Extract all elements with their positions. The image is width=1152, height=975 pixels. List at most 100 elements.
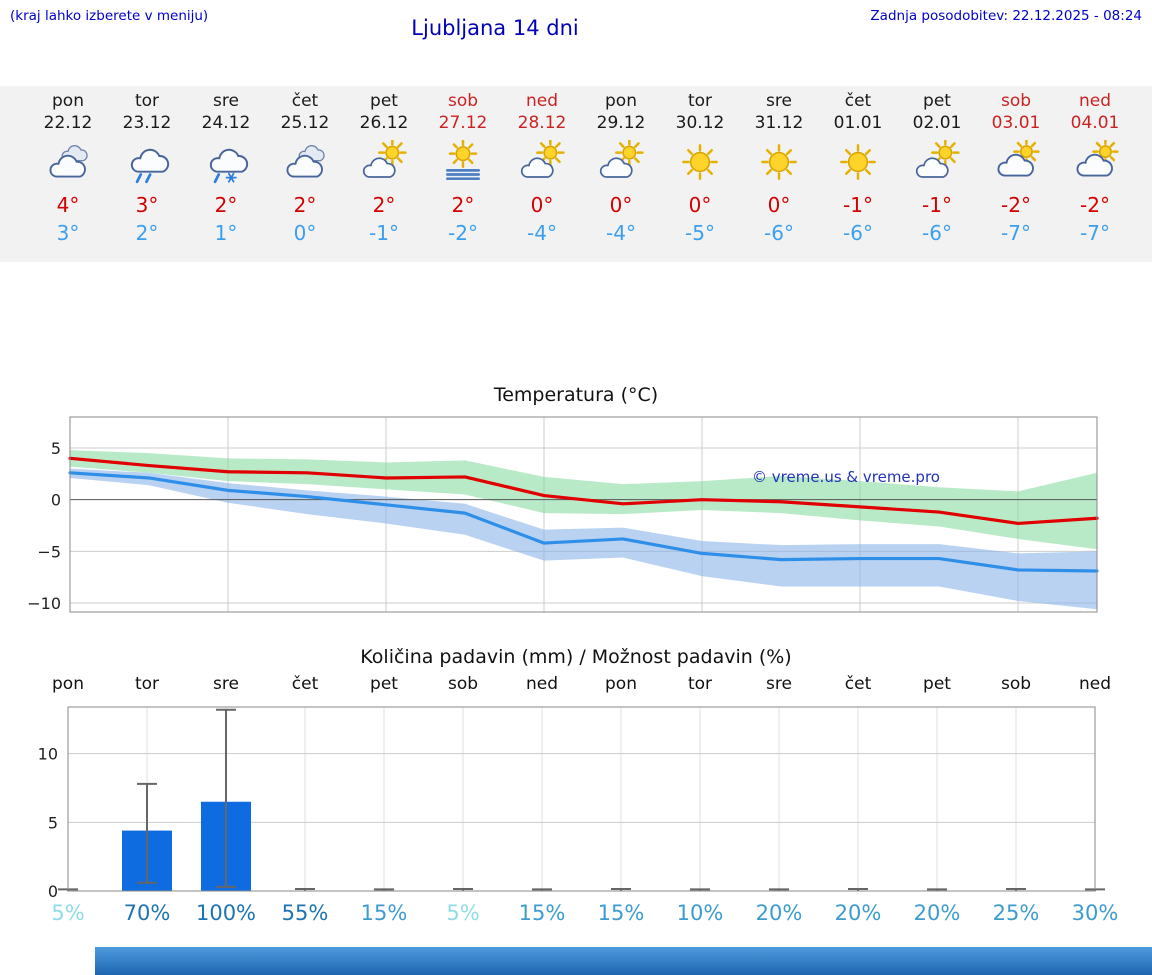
partly-cloudy-icon [1052, 133, 1138, 187]
svg-text:−10: −10 [27, 594, 61, 613]
precip-day-label: sre [766, 674, 792, 694]
precip-day-label: ned [525, 674, 559, 694]
precip-probability-label: 20% [913, 901, 961, 925]
sunny-icon [736, 133, 822, 187]
day-min-temp: -6° [843, 221, 873, 245]
day-max-temp: -1° [843, 193, 873, 217]
svg-text:−5: −5 [37, 542, 61, 561]
day-name: pon [605, 91, 637, 111]
precip-day-label: ned [1078, 674, 1112, 694]
day-max-temp: 0° [530, 193, 554, 217]
last-update-timestamp: Zadnja posodobitev: 22.12.2025 - 08:24 [870, 8, 1142, 24]
svg-text:0: 0 [48, 882, 58, 900]
day-date: 23.12 [122, 113, 172, 133]
temperature-chart: 5 0 −5 −10 [27, 416, 1099, 613]
day-name: sre [766, 91, 792, 111]
precip-probability-label: 30% [1071, 901, 1119, 925]
day-name: pet [370, 91, 398, 111]
day-max-temp: -1° [922, 193, 952, 217]
precip-day-label: sob [1000, 674, 1032, 694]
day-min-temp: 0° [293, 221, 317, 245]
precip-probability-label: 20% [755, 901, 803, 925]
day-min-temp: -6° [764, 221, 794, 245]
day-max-temp: 2° [293, 193, 317, 217]
rain-icon [104, 133, 190, 187]
day-name: pon [52, 91, 84, 111]
day-date: 02.01 [912, 113, 962, 133]
day-name: tor [687, 91, 713, 111]
precip-probability-label: 5% [51, 901, 85, 925]
day-date: 25.12 [280, 113, 330, 133]
sleet-icon [183, 133, 269, 187]
forecast-day-column: sre 24.12 2° 1° [183, 86, 269, 245]
day-date: 30.12 [675, 113, 725, 133]
precip-day-label: pon [52, 674, 84, 694]
svg-text:0: 0 [51, 491, 61, 510]
precip-probability-label: 5% [446, 901, 480, 925]
precip-day-label: čet [291, 674, 319, 694]
precip-day-label: pon [605, 674, 637, 694]
precip-day-label: pet [923, 674, 951, 694]
svg-text:5: 5 [51, 439, 61, 458]
day-max-temp: 2° [451, 193, 475, 217]
day-min-temp: -6° [922, 221, 952, 245]
day-name: tor [134, 91, 160, 111]
day-min-temp: 2° [135, 221, 159, 245]
day-date: 27.12 [438, 113, 488, 133]
precipitation-chart: 0 5 10 [38, 706, 1105, 900]
day-min-temp: 3° [56, 221, 80, 245]
precip-day-label: sre [213, 674, 239, 694]
precip-day-labels-row: pon tor sre čet pet sob ned pon tor sre čet pet sob n… [0, 674, 1152, 696]
precip-probability-row: 5% 70% 100% 55% 15% 5% 15% 15% 10% 20% 20% 20% 25% 30… [0, 901, 1152, 931]
precip-probability-label: 15% [597, 901, 645, 925]
forecast-day-column: pet 02.01 -1° -6° [894, 86, 980, 245]
forecast-day-column: tor 23.12 3° 2° [104, 86, 190, 245]
bottom-banner [95, 947, 1152, 975]
page-title: Ljubljana 14 dni [411, 16, 579, 40]
day-date: 31.12 [754, 113, 804, 133]
precip-day-label: tor [134, 674, 160, 694]
day-max-temp: 0° [688, 193, 712, 217]
forecast-day-column: ned 28.12 0° -4° [499, 86, 585, 245]
forecast-day-column: čet 25.12 2° 0° [262, 86, 348, 245]
day-max-temp: 2° [372, 193, 396, 217]
temperature-chart-title: Temperatura (°C) [493, 384, 659, 406]
day-min-temp: -4° [606, 221, 636, 245]
cloudy-icon [25, 133, 111, 187]
day-name: sob [447, 91, 479, 111]
day-date: 26.12 [359, 113, 409, 133]
day-max-temp: 4° [56, 193, 80, 217]
sun-fog-icon [420, 133, 506, 187]
precip-probability-label: 100% [195, 901, 257, 925]
forecast-day-column: sob 27.12 2° -2° [420, 86, 506, 245]
day-min-temp: -2° [448, 221, 478, 245]
watermark-text: © vreme.us & vreme.pro [752, 468, 940, 486]
forecast-day-column: sre 31.12 0° -6° [736, 86, 822, 245]
partly-sunny-icon [894, 133, 980, 187]
sunny-icon [657, 133, 743, 187]
day-date: 28.12 [517, 113, 567, 133]
day-name: ned [1078, 91, 1112, 111]
day-min-temp: -1° [369, 221, 399, 245]
svg-text:5: 5 [48, 813, 58, 832]
day-max-temp: 0° [609, 193, 633, 217]
precip-day-label: tor [687, 674, 713, 694]
day-date: 24.12 [201, 113, 251, 133]
forecast-day-column: čet 01.01 -1° -6° [815, 86, 901, 245]
precip-probability-label: 70% [123, 901, 171, 925]
forecast-day-column: tor 30.12 0° -5° [657, 86, 743, 245]
forecast-day-column: ned 04.01 -2° -7° [1052, 86, 1138, 245]
day-name: sre [213, 91, 239, 111]
day-max-temp: -2° [1001, 193, 1031, 217]
day-max-temp: 3° [135, 193, 159, 217]
precip-probability-label: 15% [360, 901, 408, 925]
day-date: 04.01 [1070, 113, 1120, 133]
precip-probability-label: 55% [281, 901, 329, 925]
precip-probability-label: 25% [992, 901, 1040, 925]
location-menu-hint[interactable]: (kraj lahko izberete v meniju) [10, 8, 209, 24]
partly-sunny-icon [499, 133, 585, 187]
partly-sunny-icon [341, 133, 427, 187]
partly-sunny-icon [578, 133, 664, 187]
svg-text:10: 10 [38, 745, 58, 764]
precip-probability-label: 20% [834, 901, 882, 925]
